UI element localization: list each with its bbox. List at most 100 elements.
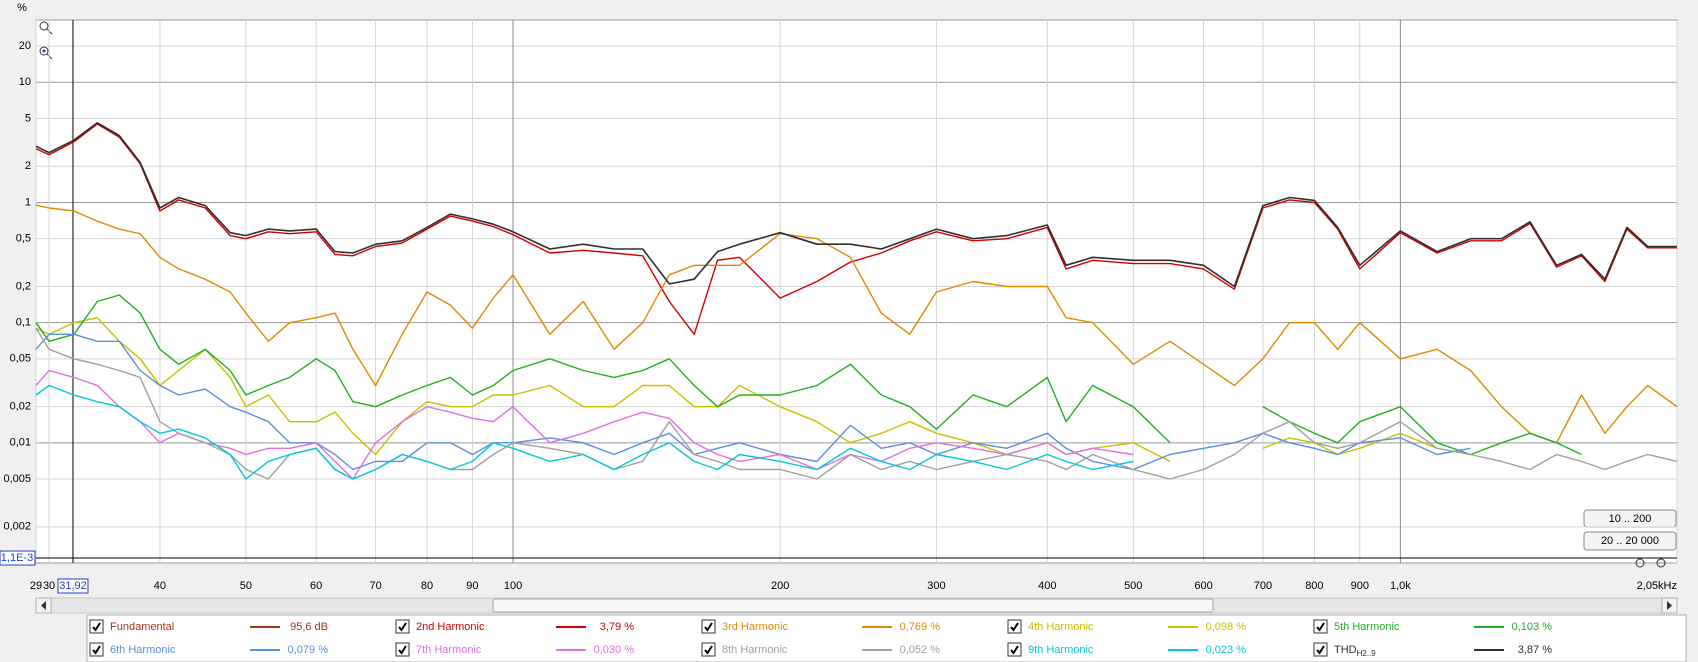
legend-label: Fundamental: [110, 621, 174, 633]
plot-area: [35, 19, 1678, 564]
y-tick-label: 5: [25, 112, 31, 124]
series-line: [35, 294, 1171, 444]
legend-checkbox[interactable]: [395, 619, 410, 634]
x-tick-label: 90: [466, 580, 478, 592]
legend-entry: 2nd Harmonic 3,79 %: [395, 619, 634, 634]
legend-entry: 4th Harmonic 0,098 %: [1007, 619, 1247, 634]
legend-name: 7th Harmonic: [416, 644, 482, 656]
legend-name: Fundamental: [110, 621, 174, 633]
y-tick-label: 20: [19, 40, 31, 52]
checkmark: [398, 622, 407, 632]
series-line: [35, 384, 1134, 480]
x-tick-label: 600: [1194, 580, 1212, 592]
y-tick-label: 0,02: [10, 401, 31, 413]
legend-checkbox[interactable]: [701, 642, 716, 657]
legend-checkbox[interactable]: [395, 642, 410, 657]
legend-readout: 0,103 %: [1512, 621, 1553, 633]
legend-label: 9th Harmonic: [1028, 644, 1094, 656]
legend-readout: 0,098 %: [1206, 621, 1247, 633]
legend-readout: 3,87 %: [1518, 644, 1552, 656]
x-tick-label: 30: [43, 580, 55, 592]
y-tick-label: 0,05: [10, 353, 31, 365]
horizontal-scrollbar[interactable]: [35, 597, 1678, 614]
y-tick-label: 1: [25, 196, 31, 208]
checkmark: [1010, 645, 1019, 655]
legend-entry: 5th Harmonic 0,103 %: [1313, 619, 1553, 634]
x-tick-label: 200: [771, 580, 789, 592]
x-tick-label: 50: [240, 580, 252, 592]
legend-checkbox[interactable]: [1313, 642, 1328, 657]
checkmark: [1316, 645, 1325, 655]
legend-entry: Fundamental 95,6 dB: [89, 619, 328, 634]
checkmark: [92, 645, 101, 655]
x-tick-label: 400: [1038, 580, 1056, 592]
legend-checkbox[interactable]: [1007, 642, 1022, 657]
y-tick-label: 0,1: [16, 317, 31, 329]
cursor-y-label: 1,1E-3: [1, 552, 33, 564]
y-tick-label: 10: [19, 76, 31, 88]
checkmark: [704, 645, 713, 655]
legend-readout: 0,030 %: [594, 644, 635, 656]
series-line: [35, 123, 1677, 335]
x-tick-label: 300: [927, 580, 945, 592]
legend-checkbox[interactable]: [89, 642, 104, 657]
series-line: [35, 333, 1471, 471]
legend-entry: THDH2..9 3,87 %: [1313, 642, 1552, 658]
legend-name: 5th Harmonic: [1334, 621, 1400, 633]
legend-readout: 0,769 %: [900, 621, 941, 633]
legend-label: 6th Harmonic: [110, 644, 176, 656]
series-line: [1262, 406, 1582, 456]
x-zoom-icons[interactable]: [1635, 558, 1666, 568]
legend-entry: 7th Harmonic 0,030 %: [395, 642, 635, 657]
legend-label: 5th Harmonic: [1334, 621, 1400, 633]
legend-readout: 95,6 dB: [290, 621, 328, 633]
legend-readout: 0,023 %: [1206, 644, 1247, 656]
x-tick-label: 700: [1254, 580, 1272, 592]
legend-readout: 0,079 %: [288, 644, 329, 656]
legend-label: 3rd Harmonic: [722, 621, 789, 633]
range-button[interactable]: 10 .. 200: [1583, 509, 1677, 528]
legend-name-sub: H2..9: [1357, 649, 1377, 658]
legend-name: 6th Harmonic: [110, 644, 176, 656]
cursor-x-label: 31,92: [59, 580, 87, 592]
range-button[interactable]: 20 .. 20 000: [1583, 531, 1677, 551]
series-line: [35, 317, 1171, 463]
legend-label: 7th Harmonic: [416, 644, 482, 656]
legend-checkbox[interactable]: [1313, 619, 1328, 634]
legend-name: 4th Harmonic: [1028, 621, 1094, 633]
cursor-label-box: [57, 578, 89, 594]
y-tick-label: 0,002: [3, 521, 31, 533]
legend-panel: [86, 614, 1687, 662]
y-tick-label: 2: [25, 160, 31, 172]
legend-entry: 9th Harmonic 0,023 %: [1007, 642, 1247, 657]
legend-name: 8th Harmonic: [722, 644, 788, 656]
legend-name: 2nd Harmonic: [416, 621, 485, 633]
y-tick-label: 0,5: [16, 233, 31, 245]
x-tick-label: 100: [504, 580, 522, 592]
legend-checkbox[interactable]: [1007, 619, 1022, 634]
y-tick-label: 0,01: [10, 437, 31, 449]
button-label[interactable]: 10 .. 200: [1609, 513, 1652, 525]
series-line: [35, 327, 1678, 480]
series-line: [35, 122, 1677, 288]
checkmark: [92, 622, 101, 632]
x-tick-label: 40: [154, 580, 166, 592]
button-label[interactable]: 20 .. 20 000: [1601, 535, 1659, 547]
x-tick-label: 900: [1351, 580, 1369, 592]
checkmark: [1316, 622, 1325, 632]
legend-label: 2nd Harmonic: [416, 621, 485, 633]
checkmark: [398, 645, 407, 655]
y-tick-label: 0,005: [3, 473, 31, 485]
x-tick-label: 70: [369, 580, 381, 592]
series-line: [35, 204, 1678, 444]
y-unit: %: [17, 2, 27, 14]
legend-readout: 0,052 %: [900, 644, 941, 656]
y-tick-label: 0,2: [16, 280, 31, 292]
legend-label: 8th Harmonic: [722, 644, 788, 656]
legend-entry: 3rd Harmonic 0,769 %: [701, 619, 941, 634]
legend-checkbox[interactable]: [701, 619, 716, 634]
x-tick-label: 500: [1124, 580, 1142, 592]
grid: [35, 20, 1678, 563]
legend-entry: 6th Harmonic 0,079 %: [89, 642, 329, 657]
legend-checkbox[interactable]: [89, 619, 104, 634]
